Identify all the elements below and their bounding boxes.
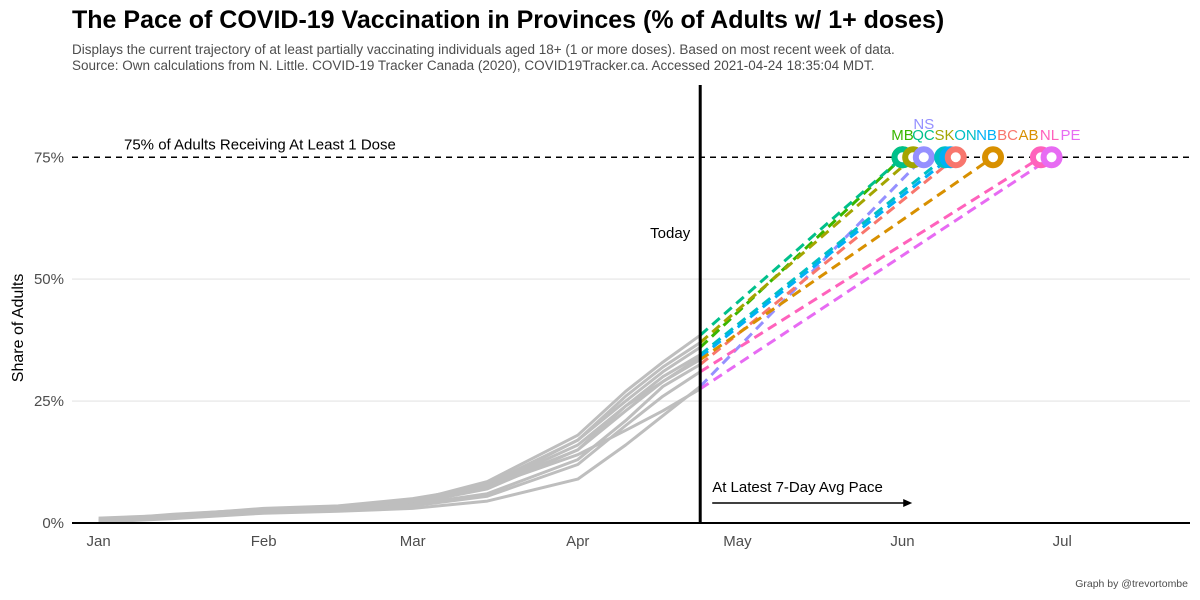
projection-line-bc: [700, 157, 956, 364]
province-label-sk: SK: [935, 127, 955, 144]
x-tick-label: Apr: [566, 533, 589, 550]
y-tick-label: 0%: [42, 515, 64, 532]
province-label-pe: PE: [1061, 127, 1081, 144]
history-line-pe: [99, 389, 701, 518]
y-tick-label: 75%: [34, 149, 64, 166]
axes: 0% 25% 50% 75% Jan Feb Mar Apr May Jun Jul Share of…: [10, 149, 1190, 550]
province-label-nb: NB: [976, 127, 997, 144]
marker-ab: [985, 149, 1001, 165]
y-axis-title: Share of Adults: [10, 274, 27, 383]
province-label-bc: BC: [997, 127, 1018, 144]
today-label: Today: [650, 225, 691, 242]
projection-line-on: [700, 157, 945, 354]
marker-ns: [916, 149, 932, 165]
y-tick-label: 50%: [34, 271, 64, 288]
x-tick-label: Jun: [890, 533, 914, 550]
province-label-on: ON: [954, 127, 977, 144]
marker-bc: [948, 149, 964, 165]
pace-arrow-head: [903, 499, 912, 507]
history-lines: [99, 335, 701, 522]
province-label-ab: AB: [1019, 127, 1039, 144]
history-line-ab: [99, 360, 701, 522]
y-tick-label: 25%: [34, 393, 64, 410]
x-tick-label: Jan: [87, 533, 111, 550]
annotations: 75% of Adults Receiving At Least 1 Dose T…: [72, 85, 1190, 523]
gridlines: [72, 279, 1190, 401]
x-tick-label: May: [723, 533, 752, 550]
province-label-mb: MB: [891, 127, 914, 144]
x-tick-label: Feb: [251, 533, 277, 550]
projection-line-nb: [700, 157, 950, 357]
projection-line-pe: [700, 157, 1051, 389]
pace-label: At Latest 7-Day Avg Pace: [712, 479, 883, 496]
target-label: 75% of Adults Receiving At Least 1 Dose: [124, 136, 396, 153]
history-line-qc: [99, 335, 701, 520]
projection-line-ab: [700, 157, 993, 359]
province-label-ns: NS: [913, 116, 934, 133]
x-tick-label: Jul: [1053, 533, 1072, 550]
projection-line-sk: [700, 157, 913, 342]
province-label-nl: NL: [1040, 127, 1059, 144]
history-line-bc: [99, 365, 701, 522]
chart-caption: Graph by @trevortombe: [1075, 578, 1188, 590]
projection-line-nl: [700, 157, 1041, 372]
vaccination-chart: 0% 25% 50% 75% Jan Feb Mar Apr May Jun Jul Share of…: [0, 0, 1200, 600]
projection-lines: [700, 157, 1051, 389]
x-tick-label: Mar: [400, 533, 426, 550]
marker-pe: [1044, 149, 1060, 165]
